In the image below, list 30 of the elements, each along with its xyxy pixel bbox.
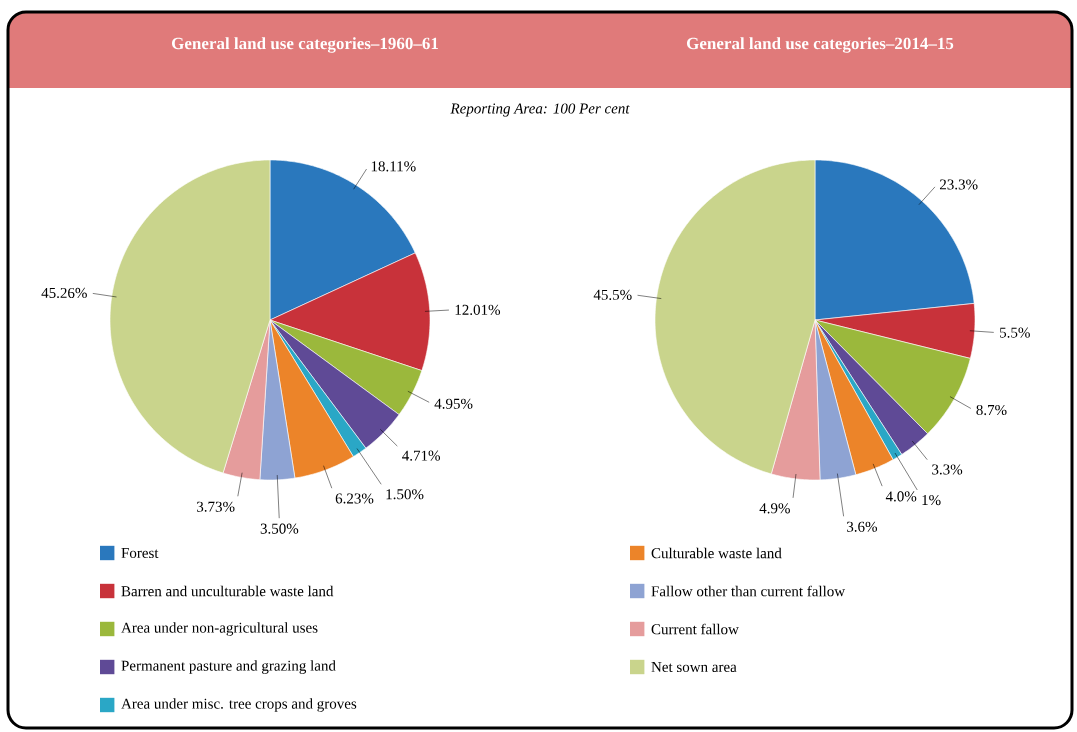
data-label: 4.9%: [759, 503, 790, 514]
data-label: 4.71%: [402, 450, 441, 461]
chart-title: General land use categories–2014–15: [686, 37, 954, 53]
data-label: 1.50%: [386, 489, 424, 500]
data-label: 45.5%: [593, 289, 632, 300]
legend-label: Current fallow: [651, 623, 739, 635]
data-label: 23.3%: [939, 179, 978, 190]
data-label: 45.26%: [41, 287, 87, 299]
legend-label: Culturable waste land: [651, 547, 782, 559]
data-label: 6.23%: [335, 493, 374, 504]
data-label: 5.5%: [1000, 327, 1030, 338]
data-label: 3.6%: [847, 521, 878, 532]
data-label: 3.73%: [197, 501, 235, 512]
data-label: 4.0%: [885, 491, 917, 502]
legend-label: Area under misc. tree crops and groves: [121, 698, 357, 712]
chart-title: General land use categories–1960–61: [171, 37, 438, 53]
data-label: 8.7%: [976, 404, 1007, 416]
data-label: 3.50%: [260, 523, 299, 534]
legend-label: Fallow other than current fallow: [651, 585, 846, 597]
data-label: 1%: [922, 494, 941, 506]
chart-subtitle: Reporting Area: 100 Per cent: [450, 103, 630, 117]
legend-label: Area under non-agricultural uses: [121, 622, 318, 636]
data-label: 3.3%: [932, 464, 963, 475]
data-label: 4.95%: [434, 398, 473, 409]
legend-label: Barren and unculturable waste land: [121, 585, 334, 597]
legend-label: Net sown area: [651, 662, 737, 672]
data-label: 12.01%: [455, 304, 501, 315]
legend-label: Permanent pasture and grazing land: [121, 660, 336, 674]
legend-label: Forest: [121, 548, 159, 558]
data-label: 18.11%: [371, 161, 416, 172]
